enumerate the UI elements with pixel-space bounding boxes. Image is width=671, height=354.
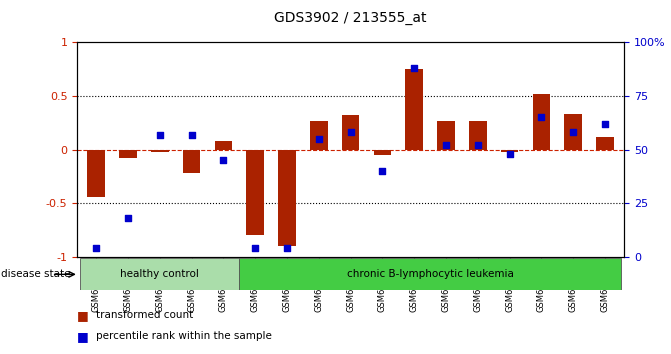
Text: GDS3902 / 213555_at: GDS3902 / 213555_at	[274, 11, 427, 25]
Point	[536, 115, 547, 120]
Point	[313, 136, 324, 142]
Text: transformed count: transformed count	[96, 310, 193, 320]
Bar	[240, 258, 621, 290]
Bar	[533, 94, 550, 149]
Text: ■: ■	[77, 309, 89, 321]
Bar	[374, 149, 391, 155]
Bar	[405, 69, 423, 149]
Bar	[310, 121, 327, 149]
Text: healthy control: healthy control	[120, 269, 199, 279]
Bar	[501, 149, 518, 152]
Point	[409, 65, 419, 71]
Point	[187, 132, 197, 137]
Bar	[119, 149, 137, 158]
Bar	[597, 137, 614, 149]
Bar	[437, 121, 455, 149]
Text: disease state: disease state	[1, 269, 70, 279]
Bar	[81, 258, 240, 290]
Point	[123, 215, 134, 221]
Point	[568, 130, 578, 135]
Point	[504, 151, 515, 157]
Bar	[215, 141, 232, 149]
Point	[154, 132, 165, 137]
Bar	[183, 149, 201, 173]
Point	[282, 245, 293, 251]
Point	[377, 168, 388, 174]
Point	[600, 121, 611, 127]
Text: percentile rank within the sample: percentile rank within the sample	[96, 331, 272, 341]
Bar	[87, 149, 105, 197]
Point	[346, 130, 356, 135]
Bar	[278, 149, 296, 246]
Text: chronic B-lymphocytic leukemia: chronic B-lymphocytic leukemia	[347, 269, 513, 279]
Point	[91, 245, 101, 251]
Point	[472, 142, 483, 148]
Bar	[469, 121, 486, 149]
Text: ■: ■	[77, 330, 89, 343]
Bar	[564, 114, 582, 149]
Bar	[342, 115, 360, 149]
Point	[218, 158, 229, 163]
Bar	[151, 149, 168, 152]
Point	[250, 245, 260, 251]
Bar	[246, 149, 264, 235]
Point	[441, 142, 452, 148]
